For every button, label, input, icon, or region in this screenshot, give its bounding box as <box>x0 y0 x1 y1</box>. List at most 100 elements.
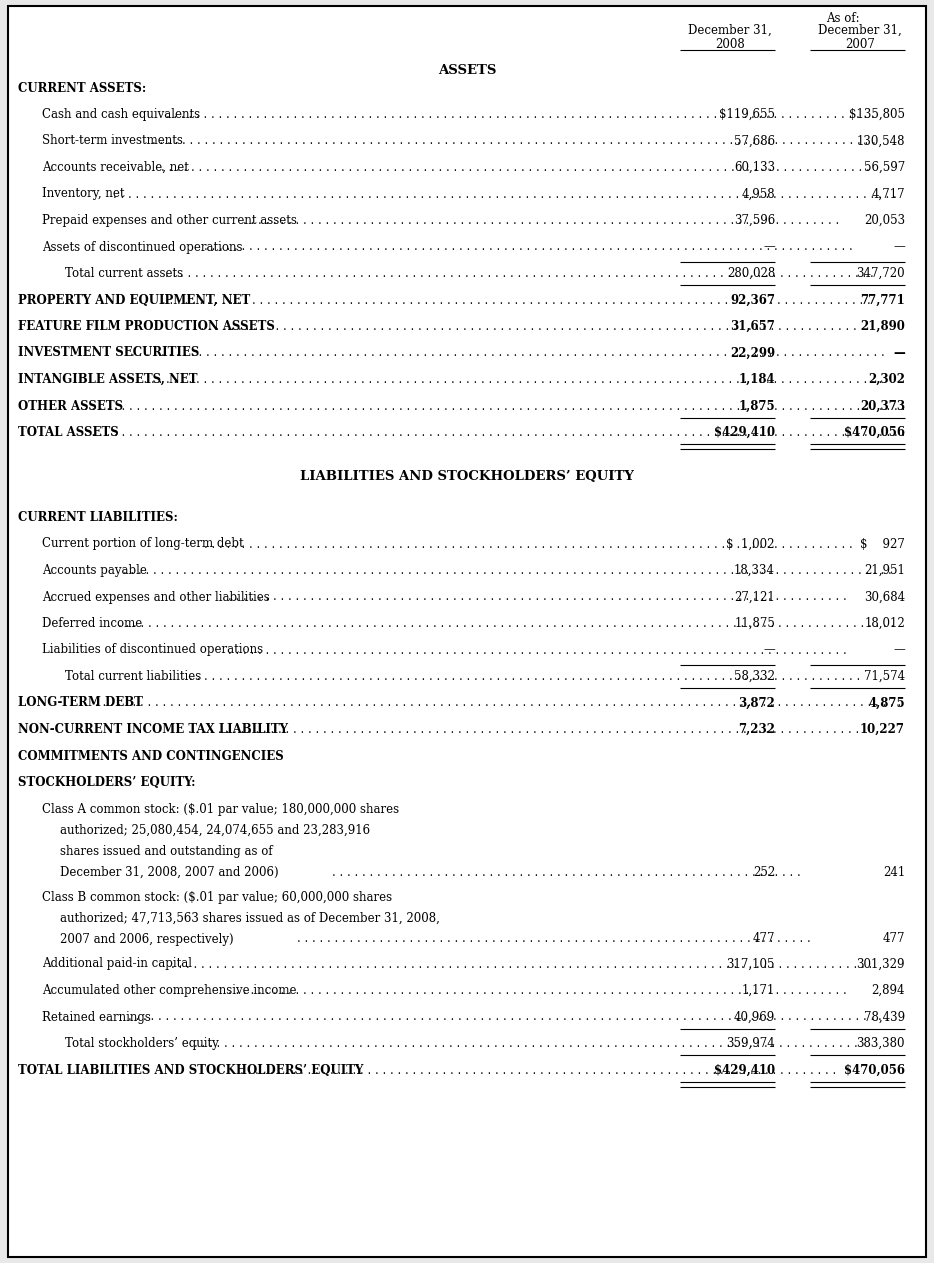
Text: . . . . . . . . . . . . . . . . . . . . . . . . . . . . . . . . . . . . . . . . : . . . . . . . . . . . . . . . . . . . . … <box>229 984 851 997</box>
Text: 4,958: 4,958 <box>742 187 775 201</box>
Text: 11,875: 11,875 <box>734 618 775 630</box>
Text: $470,056: $470,056 <box>844 426 905 440</box>
Text: authorized; 47,713,563 shares issued as of December 31, 2008,: authorized; 47,713,563 shares issued as … <box>60 912 440 925</box>
Text: December 31, 2008, 2007 and 2006): December 31, 2008, 2007 and 2006) <box>60 865 278 879</box>
Text: TOTAL ASSETS: TOTAL ASSETS <box>18 426 119 440</box>
Text: . . . . . . . . . . . . . . . . . . . . . . . . . . . . . . . . . . . . . . . . : . . . . . . . . . . . . . . . . . . . . … <box>229 591 851 604</box>
Text: 7,232: 7,232 <box>738 722 775 736</box>
Text: . . . . . . . . . . . . . . . . . . . . . . . . . . . . . . . . . . . . . . . . : . . . . . . . . . . . . . . . . . . . . … <box>136 373 886 386</box>
Text: . . . . . . . . . . . . . . . . . . . . . . . . . . . . . . . . . . . . . . . . : . . . . . . . . . . . . . . . . . . . . … <box>332 865 804 879</box>
Text: Additional paid-in capital: Additional paid-in capital <box>42 957 192 970</box>
Text: 60,133: 60,133 <box>734 160 775 174</box>
Text: 2,302: 2,302 <box>868 373 905 386</box>
Text: Accumulated other comprehensive income: Accumulated other comprehensive income <box>42 984 296 997</box>
Text: Accounts payable: Accounts payable <box>42 565 147 577</box>
Text: Class B common stock: ($.01 par value; 60,000,000 shares: Class B common stock: ($.01 par value; 6… <box>42 890 392 903</box>
Text: 280,028: 280,028 <box>727 266 775 280</box>
Text: 22,299: 22,299 <box>729 346 775 360</box>
Text: . . . . . . . . . . . . . . . . . . . . . . . . . . . . . . . . . . . . . . . . : . . . . . . . . . . . . . . . . . . . . … <box>151 134 879 148</box>
Text: 10,227: 10,227 <box>860 722 905 736</box>
Text: 37,596: 37,596 <box>734 213 775 227</box>
Text: 21,951: 21,951 <box>864 565 905 577</box>
Text: 2,894: 2,894 <box>871 984 905 997</box>
Text: PROPERTY AND EQUIPMENT, NET: PROPERTY AND EQUIPMENT, NET <box>18 293 250 307</box>
Text: 77,771: 77,771 <box>860 293 905 307</box>
Text: Current portion of long-term debt: Current portion of long-term debt <box>42 538 244 551</box>
Text: Total stockholders’ equity: Total stockholders’ equity <box>65 1037 219 1050</box>
Text: OTHER ASSETS: OTHER ASSETS <box>18 399 123 413</box>
Text: shares issued and outstanding as of: shares issued and outstanding as of <box>60 845 273 858</box>
Text: STOCKHOLDERS’ EQUITY:: STOCKHOLDERS’ EQUITY: <box>18 775 195 789</box>
Text: 2008: 2008 <box>715 38 745 51</box>
Text: . . . . . . . . . . . . . . . . . . . . . . . . . . . . . . . . . . . . . . . . : . . . . . . . . . . . . . . . . . . . . … <box>118 618 898 630</box>
Text: 18,334: 18,334 <box>734 565 775 577</box>
Text: As of:: As of: <box>827 11 860 24</box>
Text: Retained earnings: Retained earnings <box>42 1010 151 1023</box>
Text: . . . . . . . . . . . . . . . . . . . . . . . . . . . . . . . . . . . . . . . . : . . . . . . . . . . . . . . . . . . . . … <box>189 669 864 683</box>
Text: . . . . . . . . . . . . . . . . . . . . . . . . . . . . . . . . . . . . . . . . : . . . . . . . . . . . . . . . . . . . . … <box>240 1063 841 1076</box>
Text: 40,969: 40,969 <box>734 1010 775 1023</box>
Text: 31,657: 31,657 <box>730 320 775 333</box>
Text: 301,329: 301,329 <box>856 957 905 970</box>
Text: . . . . . . . . . . . . . . . . . . . . . . . . . . . . . . . . . . . . . . . . : . . . . . . . . . . . . . . . . . . . . … <box>131 346 888 360</box>
Text: 56,597: 56,597 <box>864 160 905 174</box>
Text: Deferred income: Deferred income <box>42 618 142 630</box>
Text: . . . . . . . . . . . . . . . . . . . . . . . . . . . . . . . . . . . . . . . . : . . . . . . . . . . . . . . . . . . . . … <box>165 266 878 280</box>
Text: authorized; 25,080,454, 24,074,655 and 23,283,916: authorized; 25,080,454, 24,074,655 and 2… <box>60 823 370 836</box>
Text: 27,121: 27,121 <box>734 591 775 604</box>
Text: . . . . . . . . . . . . . . . . . . . . . . . . . . . . . . . . . . . . . . . . : . . . . . . . . . . . . . . . . . . . . … <box>122 565 896 577</box>
Text: CURRENT LIABILITIES:: CURRENT LIABILITIES: <box>18 512 177 524</box>
Text: 241: 241 <box>883 865 905 879</box>
Text: 57,686: 57,686 <box>734 134 775 148</box>
Text: 92,367: 92,367 <box>730 293 775 307</box>
Text: $429,410: $429,410 <box>714 426 775 440</box>
Text: . . . . . . . . . . . . . . . . . . . . . . . . . . . . . . . . . . . . . . . . : . . . . . . . . . . . . . . . . . . . . … <box>84 399 910 413</box>
Text: Short-term investments: Short-term investments <box>42 134 183 148</box>
Text: 4,875: 4,875 <box>869 696 905 710</box>
Text: $429,410: $429,410 <box>714 1063 775 1076</box>
Text: 317,105: 317,105 <box>727 957 775 970</box>
Text: Assets of discontinued operations: Assets of discontinued operations <box>42 240 243 254</box>
Text: . . . . . . . . . . . . . . . . . . . . . . . . . . . . . . . . . . . . . . . . : . . . . . . . . . . . . . . . . . . . . … <box>163 293 875 307</box>
Text: 383,380: 383,380 <box>856 1037 905 1050</box>
Text: . . . . . . . . . . . . . . . . . . . . . . . . . . . . . . . . . . . . . . . . : . . . . . . . . . . . . . . . . . . . . … <box>128 1010 893 1023</box>
Text: 58,332: 58,332 <box>734 669 775 683</box>
Text: LIABILITIES AND STOCKHOLDERS’ EQUITY: LIABILITIES AND STOCKHOLDERS’ EQUITY <box>300 471 634 484</box>
Text: FEATURE FILM PRODUCTION ASSETS: FEATURE FILM PRODUCTION ASSETS <box>18 320 275 333</box>
Text: . . . . . . . . . . . . . . . . . . . . . . . . . . . . . . . . . . . . . . . . : . . . . . . . . . . . . . . . . . . . . … <box>205 240 856 254</box>
Text: 359,974: 359,974 <box>727 1037 775 1050</box>
Text: ASSETS: ASSETS <box>438 63 496 77</box>
Text: December 31,: December 31, <box>818 24 902 37</box>
Text: 21,890: 21,890 <box>860 320 905 333</box>
Text: 30,684: 30,684 <box>864 591 905 604</box>
Text: . . . . . . . . . . . . . . . . . . . . . . . . . . . . . . . . . . . . . . . . : . . . . . . . . . . . . . . . . . . . . … <box>243 213 842 227</box>
Text: 347,720: 347,720 <box>856 266 905 280</box>
Text: 18,012: 18,012 <box>864 618 905 630</box>
Text: LONG-TERM DEBT: LONG-TERM DEBT <box>18 696 143 710</box>
Text: . . . . . . . . . . . . . . . . . . . . . . . . . . . . . . . . . . . . . . . . : . . . . . . . . . . . . . . . . . . . . … <box>205 538 856 551</box>
Text: Accrued expenses and other liabilities: Accrued expenses and other liabilities <box>42 591 270 604</box>
Text: Accounts receivable, net: Accounts receivable, net <box>42 160 189 174</box>
Text: 1,875: 1,875 <box>739 399 775 413</box>
Text: . . . . . . . . . . . . . . . . . . . . . . . . . . . . . . . . . . . . . . . . : . . . . . . . . . . . . . . . . . . . . … <box>166 109 879 121</box>
Text: 78,439: 78,439 <box>864 1010 905 1023</box>
Text: Prepaid expenses and other current assets: Prepaid expenses and other current asset… <box>42 213 297 227</box>
Text: 1,184: 1,184 <box>739 373 775 386</box>
Text: CURRENT ASSETS:: CURRENT ASSETS: <box>18 82 147 95</box>
Text: 20,053: 20,053 <box>864 213 905 227</box>
Text: —: — <box>893 240 905 254</box>
Text: Inventory, net: Inventory, net <box>42 187 124 201</box>
Text: . . . . . . . . . . . . . . . . . . . . . . . . . . . . . . . . . . . . . . . . : . . . . . . . . . . . . . . . . . . . . … <box>162 160 873 174</box>
Text: TOTAL LIABILITIES AND STOCKHOLDERS’ EQUITY: TOTAL LIABILITIES AND STOCKHOLDERS’ EQUI… <box>18 1063 363 1076</box>
Text: $470,056: $470,056 <box>844 1063 905 1076</box>
Text: December 31,: December 31, <box>688 24 771 37</box>
Text: INTANGIBLE ASSETS, NET: INTANGIBLE ASSETS, NET <box>18 373 197 386</box>
Text: —: — <box>763 240 775 254</box>
Text: 252: 252 <box>753 865 775 879</box>
Text: 477: 477 <box>753 932 775 946</box>
Text: $119,655: $119,655 <box>719 109 775 121</box>
Text: $  1,002: $ 1,002 <box>727 538 775 551</box>
Text: Liabilities of discontinued operations: Liabilities of discontinued operations <box>42 644 263 657</box>
Text: 20,373: 20,373 <box>860 399 905 413</box>
Text: . . . . . . . . . . . . . . . . . . . . . . . . . . . . . . . . . . . . . . . . : . . . . . . . . . . . . . . . . . . . . … <box>178 320 868 333</box>
